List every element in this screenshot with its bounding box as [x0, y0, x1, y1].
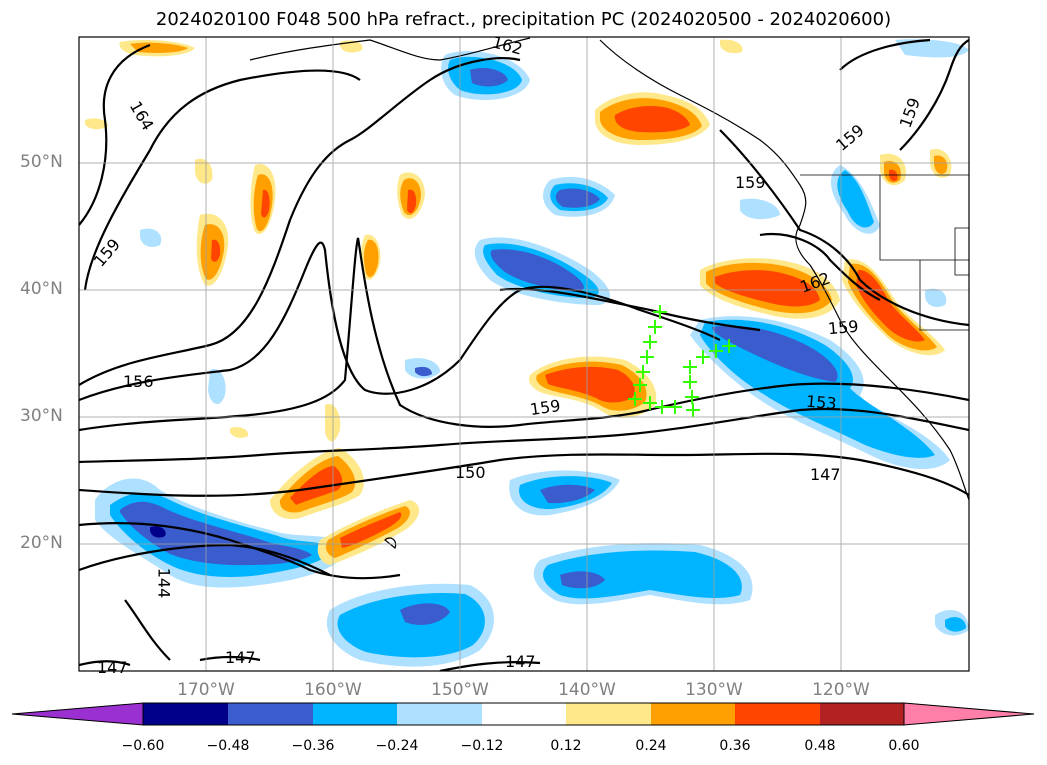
- lon-label-120w: 120°W: [812, 680, 870, 700]
- lat-label-50n: 50°N: [20, 152, 63, 172]
- contour-label: 153: [805, 391, 838, 414]
- colorbar-tick: 0.48: [804, 738, 836, 754]
- colorbar-tick: 0.36: [719, 738, 751, 754]
- contour-label: 156: [123, 372, 154, 391]
- coastlines: [249, 37, 969, 549]
- lon-label-140w: 140°W: [558, 680, 616, 700]
- lon-label-170w: 170°W: [177, 680, 235, 700]
- lat-label-20n: 20°N: [20, 533, 63, 553]
- precipitation-fields: [79, 37, 969, 671]
- contour-label: 150: [455, 463, 486, 482]
- map-frame: [78, 36, 970, 672]
- lon-label-130w: 130°W: [685, 680, 743, 700]
- colorbar-tick: −0.12: [460, 738, 504, 754]
- station-markers: [628, 305, 736, 417]
- lon-label-150w: 150°W: [431, 680, 489, 700]
- contour-label: 147: [97, 658, 128, 677]
- contour-label: 159: [735, 173, 766, 192]
- contour-label: 159: [528, 395, 562, 420]
- contour-label: 147: [810, 465, 841, 484]
- lat-label-30n: 30°N: [20, 406, 63, 426]
- colorbar-tick: −0.24: [375, 738, 419, 754]
- contour-label: 159: [827, 316, 860, 339]
- colorbar-tick: −0.48: [206, 738, 250, 754]
- colorbar: [11, 702, 1035, 726]
- map-title: 2024020100 F048 500 hPa refract., precip…: [155, 9, 892, 30]
- colorbar-tick: 0.12: [550, 738, 582, 754]
- colorbar-tick: 0.24: [635, 738, 667, 754]
- lat-label-40n: 40°N: [20, 279, 63, 299]
- contour-label: 147: [505, 652, 536, 671]
- contour-label: 147: [225, 648, 256, 667]
- colorbar-tick: 0.60: [888, 738, 920, 754]
- colorbar-tick: −0.36: [291, 738, 335, 754]
- contour-label: 144: [154, 567, 174, 599]
- colorbar-tick: −0.60: [121, 738, 165, 754]
- lon-label-160w: 160°W: [304, 680, 362, 700]
- gridlines: [79, 37, 969, 671]
